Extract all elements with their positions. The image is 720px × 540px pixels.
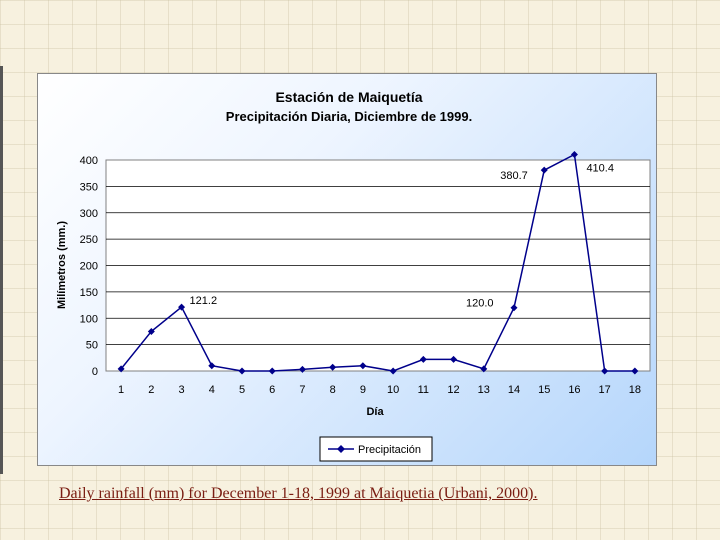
gridlines [106, 185, 650, 346]
y-tick-label: 400 [80, 155, 98, 167]
data-point [238, 367, 246, 375]
data-point [298, 365, 306, 373]
x-tick-label: 7 [299, 384, 305, 396]
data-point [570, 151, 578, 159]
data-point [389, 367, 397, 375]
series-precipitacion [117, 151, 639, 375]
y-tick-labels: 0 50 100 150 200 250 300 350 400 [80, 155, 98, 378]
data-point [329, 363, 337, 371]
y-tick-label: 50 [86, 340, 98, 352]
y-axis-label: Milímetros (mm.) [56, 221, 68, 309]
x-tick-label: 18 [629, 384, 641, 396]
figure-caption: Daily rainfall (mm) for December 1-18, 1… [59, 485, 538, 502]
y-tick-label: 350 [80, 181, 98, 193]
legend-label: Precipitación [358, 444, 421, 456]
data-point [631, 367, 639, 375]
x-tick-label: 8 [330, 384, 336, 396]
x-tick-label: 10 [387, 384, 399, 396]
data-label: 380.7 [500, 170, 528, 182]
x-tick-label: 4 [209, 384, 215, 396]
x-tick-label: 3 [178, 384, 184, 396]
data-label: 120.0 [466, 298, 494, 310]
data-point [359, 362, 367, 370]
x-tick-label: 2 [148, 384, 154, 396]
x-axis-label: Día [366, 406, 384, 418]
data-point [540, 166, 548, 174]
x-tick-label: 16 [568, 384, 580, 396]
left-edge-bar [0, 66, 3, 474]
data-point [601, 367, 609, 375]
chart-frame: Estación de Maiquetía Precipitación Diar… [37, 73, 657, 466]
x-tick-label: 6 [269, 384, 275, 396]
y-tick-label: 0 [92, 366, 98, 378]
rainfall-chart: Estación de Maiquetía Precipitación Diar… [56, 89, 651, 462]
data-point [450, 355, 458, 363]
series-line [120, 153, 635, 372]
data-point [268, 367, 276, 375]
y-tick-label: 150 [80, 287, 98, 299]
legend-marker [337, 445, 345, 453]
x-tick-labels: 1 2 3 4 5 6 7 8 9 10 11 12 13 14 15 16 17 18 [118, 384, 641, 396]
x-tick-label: 12 [447, 384, 459, 396]
data-point [178, 303, 186, 311]
x-tick-label: 1 [118, 384, 124, 396]
legend: Precipitación [319, 436, 433, 462]
x-tick-label: 14 [508, 384, 520, 396]
x-tick-label: 15 [538, 384, 550, 396]
data-point [510, 304, 518, 312]
chart-title: Estación de Maiquetía [275, 89, 422, 105]
x-tick-label: 11 [418, 384, 429, 396]
x-tick-label: 17 [599, 384, 611, 396]
x-tick-label: 5 [239, 384, 245, 396]
y-tick-label: 250 [80, 234, 98, 246]
x-tick-label: 9 [360, 384, 366, 396]
data-point [117, 365, 125, 373]
data-label: 410.4 [586, 163, 614, 175]
data-point [419, 355, 427, 363]
y-tick-label: 100 [80, 313, 98, 325]
data-label: 121.2 [190, 295, 218, 307]
x-tick-label: 13 [478, 384, 490, 396]
data-point [208, 362, 216, 370]
data-point [480, 365, 488, 373]
data-point [147, 327, 155, 335]
data-labels: 121.2 120.0 380.7 410.4 [190, 163, 614, 310]
y-tick-label: 300 [80, 208, 98, 220]
y-tick-label: 200 [80, 261, 98, 273]
chart-subtitle: Precipitación Diaria, Diciembre de 1999. [226, 109, 472, 124]
